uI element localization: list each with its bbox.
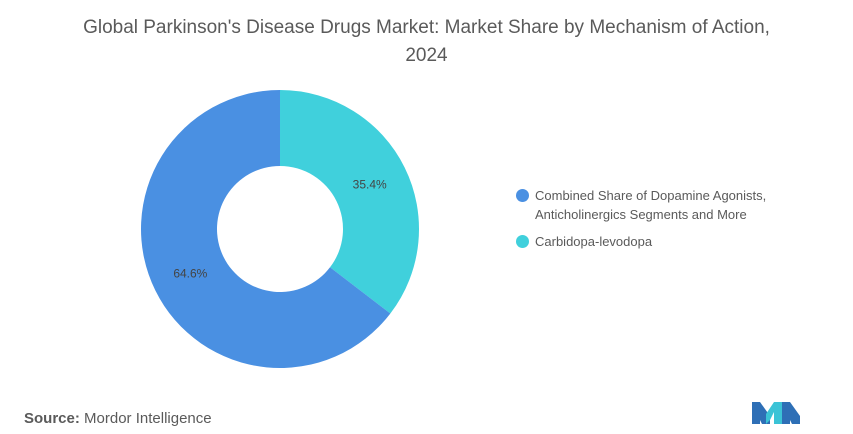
legend-swatch-carbidopa-levodopa (516, 235, 529, 248)
legend-label-carbidopa-levodopa: Carbidopa-levodopa (535, 234, 653, 249)
donut-slice-labels: 35.4% 64.6% (173, 178, 387, 281)
slice-carbidopa-levodopa[interactable] (280, 90, 419, 314)
legend-swatch-combined (516, 189, 529, 202)
slice-combined[interactable] (141, 90, 391, 368)
legend-item-combined[interactable]: Combined Share of Dopamine Agonists, Ant… (516, 186, 836, 224)
legend-label-combined: Combined Share of Dopamine Agonists, Ant… (535, 188, 767, 222)
source-text: Mordor Intelligence (84, 410, 212, 427)
source-note: Source: Mordor Intelligence (24, 410, 212, 427)
donut-slices (141, 90, 419, 368)
legend-item-carbidopa-levodopa[interactable]: Carbidopa-levodopa (516, 232, 836, 251)
source-label: Source: (24, 410, 80, 427)
legend: Combined Share of Dopamine Agonists, Ant… (516, 186, 836, 259)
slice-label-carbidopa-levodopa: 35.4% (353, 178, 387, 192)
slice-label-combined: 64.6% (173, 266, 207, 280)
chart-title: Global Parkinson's Disease Drugs Market:… (83, 17, 770, 66)
mordor-intelligence-logo-icon (752, 402, 800, 424)
